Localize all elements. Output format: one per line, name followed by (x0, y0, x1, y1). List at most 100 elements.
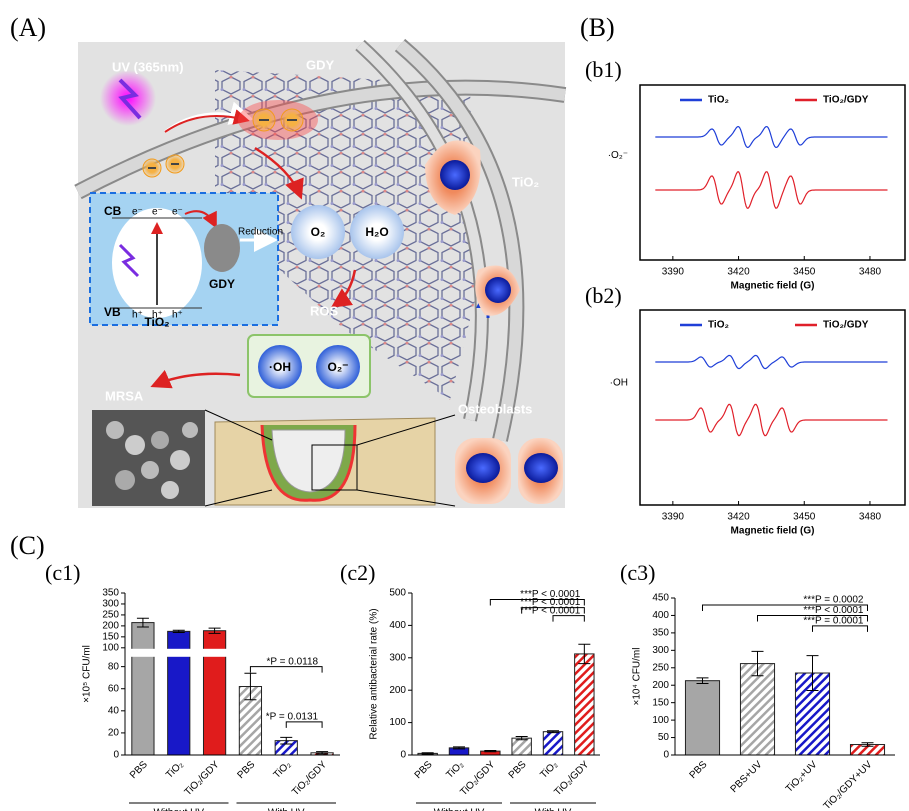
diagram-label: GDY (306, 57, 335, 72)
x-tick-label: PBS (128, 759, 150, 781)
inset-label: GDY (209, 277, 235, 291)
sem-image (92, 410, 205, 506)
diagram-label: O₂⁻ (328, 360, 349, 374)
y-tick-label: 50 (658, 732, 670, 743)
y-tick-label: 100 (389, 717, 406, 728)
electron-label: e⁻ (152, 207, 163, 218)
y-tick-label: 60 (108, 683, 120, 694)
diagram-label: TiO₂ (512, 174, 539, 189)
hole-label: h⁺ (132, 310, 143, 321)
x-tick-label: TiO₂/GDY (290, 759, 329, 798)
y-tick-label: 400 (652, 610, 669, 621)
inset-label: CB (104, 204, 122, 218)
electron-label: e⁻ (172, 207, 183, 218)
electron-label: e⁻ (132, 207, 143, 218)
inset-label: VB (104, 305, 121, 319)
y-tick-label: 250 (652, 662, 669, 673)
y-tick-label: 0 (663, 750, 669, 761)
page: {"panels": {"a": "(A)", "b": "(B)", "c":… (0, 0, 909, 811)
bar (740, 664, 774, 755)
y-axis-label: ·O₂⁻ (608, 150, 628, 161)
y-tick-label: 450 (652, 593, 669, 604)
diagram-label: ·OH (269, 360, 291, 374)
group-label: With UV (268, 808, 305, 811)
y-axis-label: ×10⁴ CFU/ml (632, 648, 643, 706)
x-axis-label: Magnetic field (G) (731, 281, 815, 292)
bar (685, 681, 719, 755)
legend-label: TiO₂ (708, 95, 729, 106)
panel-label: (b2) (585, 283, 622, 308)
diagram-label: Osteoblasts (458, 401, 532, 416)
x-tick-label: 3480 (859, 512, 882, 523)
y-tick-label: 350 (102, 588, 119, 599)
significance-label: *P = 0.0131 (266, 712, 319, 723)
bar (132, 623, 154, 755)
y-tick-label: 350 (652, 628, 669, 639)
plot-frame (640, 310, 905, 505)
schematic: CB VB e⁻ e⁻ e⁻ h⁺ h⁺ h⁺ Reduction GDY Ti… (78, 42, 565, 508)
legend-label: TiO₂/GDY (823, 95, 869, 106)
x-tick-label: PBS (413, 759, 435, 781)
x-tick-label: TiO₂ (538, 759, 560, 781)
group-label: With UV (535, 808, 572, 811)
figure: (A) (B) (C) CB VB (0, 0, 909, 811)
y-tick-label: 400 (389, 620, 406, 631)
significance-bracket (553, 616, 584, 622)
x-tick-label: TiO₂+UV (784, 759, 820, 795)
bar (543, 732, 562, 755)
y-tick-label: 200 (652, 680, 669, 691)
y-tick-label: 100 (102, 642, 119, 653)
significance-bracket (286, 722, 322, 728)
panel-label: (A) (10, 13, 46, 42)
diagram-label: ROS (310, 303, 339, 318)
x-tick-label: 3390 (662, 512, 685, 523)
panel-label: (B) (580, 13, 615, 42)
y-tick-label: 80 (108, 661, 120, 672)
bar (512, 738, 531, 755)
diagram-label: UV (365nm) (112, 59, 184, 74)
x-tick-label: TiO₂ (164, 759, 186, 781)
x-tick-label: TiO₂/GDY (183, 759, 222, 798)
y-tick-label: 200 (102, 621, 119, 632)
y-axis-label: Relative antibacterial rate (%) (369, 608, 380, 739)
x-tick-label: TiO₂/GDY (458, 759, 497, 798)
panel-label: (C) (10, 531, 45, 560)
x-tick-label: 3390 (662, 267, 685, 278)
significance-label: ***P < 0.0001 (520, 605, 581, 616)
axis (125, 593, 340, 755)
y-axis-label: ·OH (610, 378, 628, 389)
significance-label: *P = 0.0118 (266, 656, 318, 667)
hole-label: h⁺ (172, 310, 183, 321)
significance-label: ***P = 0.0002 (803, 595, 864, 606)
x-tick-label: PBS (507, 759, 529, 781)
x-tick-label: PBS+UV (729, 759, 765, 795)
legend-label: TiO₂/GDY (823, 320, 869, 331)
bar (575, 654, 594, 755)
y-tick-label: 100 (652, 715, 669, 726)
panel-label: (b1) (585, 57, 622, 82)
significance-label: ***P < 0.0001 (803, 605, 864, 616)
x-tick-label: TiO₂ (444, 759, 466, 781)
significance-label: ***P = 0.0001 (803, 616, 864, 627)
panel-label: (c3) (620, 560, 655, 585)
x-tick-label: TiO₂/GDY+UV (822, 759, 875, 811)
diagram-label: O₂ (311, 225, 326, 239)
x-tick-label: 3450 (793, 267, 816, 278)
significance-bracket (250, 667, 322, 673)
inset-label: TiO₂ (144, 315, 169, 329)
x-tick-label: PBS (235, 759, 257, 781)
diagram-label: H₂O (365, 225, 388, 239)
y-axis-label: ×10⁵ CFU/ml (82, 645, 93, 703)
panel-label: (c1) (45, 560, 80, 585)
x-axis-label: Magnetic field (G) (731, 526, 815, 537)
y-tick-label: 200 (389, 685, 406, 696)
y-tick-label: 500 (389, 588, 406, 599)
x-tick-label: TiO₂/GDY (552, 759, 591, 798)
y-tick-label: 0 (113, 750, 119, 761)
group-label: Without UV (434, 808, 485, 811)
y-tick-label: 300 (652, 645, 669, 656)
inset: CB VB e⁻ e⁻ e⁻ h⁺ h⁺ h⁺ Reduction GDY Ti… (90, 193, 283, 329)
x-tick-label: TiO₂ (272, 759, 294, 781)
x-tick-label: 3480 (859, 267, 882, 278)
x-tick-label: PBS (688, 759, 710, 781)
